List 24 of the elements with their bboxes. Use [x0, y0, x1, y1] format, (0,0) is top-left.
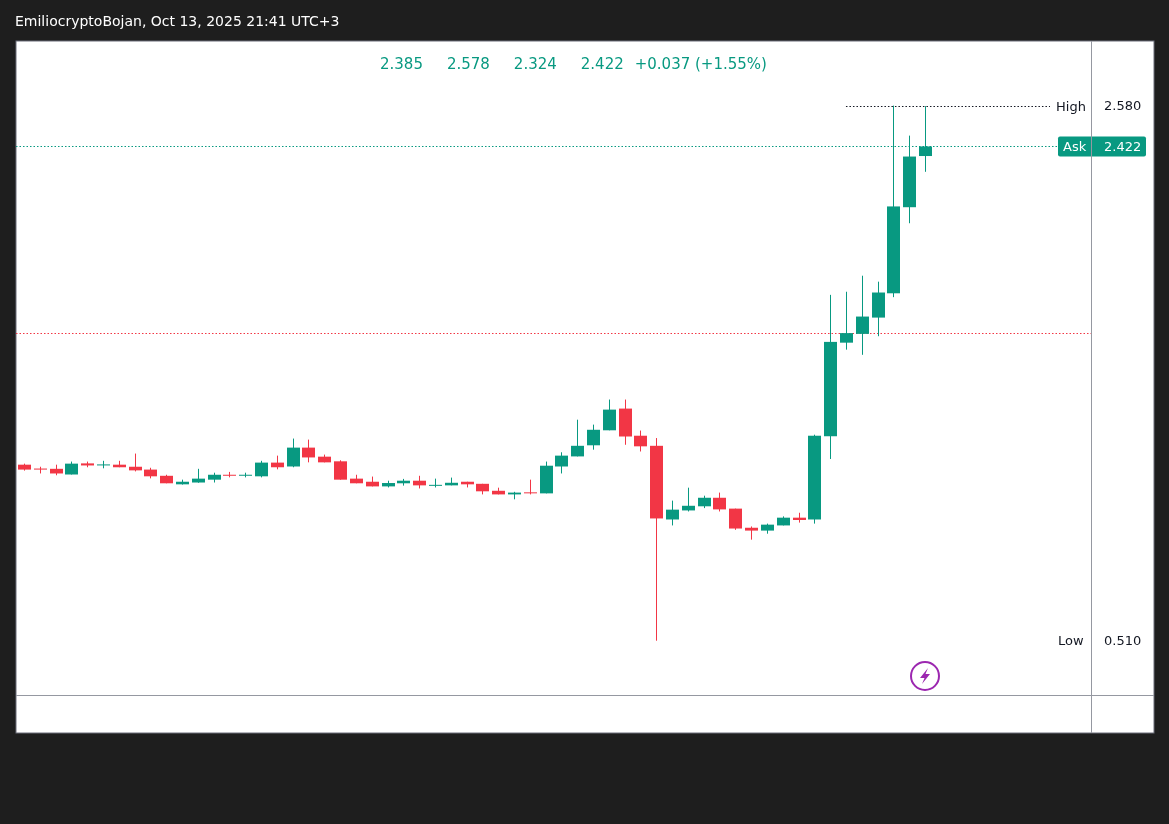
candlestick	[666, 500, 679, 526]
candlestick	[302, 439, 315, 463]
candlestick	[555, 451, 568, 474]
ref-line-label: Ask	[1063, 139, 1087, 154]
y-tick-label: 2.580	[1104, 98, 1142, 114]
text: 2.422	[1104, 139, 1142, 154]
annotation: 2.324	[513, 55, 557, 73]
candlestick	[334, 459, 347, 481]
candlestick	[571, 419, 584, 457]
candlestick	[634, 430, 647, 452]
candlestick	[840, 291, 853, 351]
candlestick	[587, 424, 600, 451]
candlestick	[856, 275, 869, 356]
ref-line-label: High	[1056, 99, 1086, 114]
annotation: 2.385	[380, 55, 423, 73]
candlestick	[287, 438, 300, 468]
candlestick	[713, 492, 726, 512]
annotation: Low	[1058, 633, 1084, 649]
annotation: 2.422	[580, 55, 624, 73]
y-tick-label: 0.510	[1104, 633, 1142, 649]
candlestick	[603, 399, 616, 431]
annotation: 2.578	[446, 55, 490, 73]
text: EmiliocryptoBojan, Oct 13, 2025 21:41 UTC+3	[15, 13, 340, 29]
annotation: +0.037 (+1.55%)	[634, 55, 767, 73]
